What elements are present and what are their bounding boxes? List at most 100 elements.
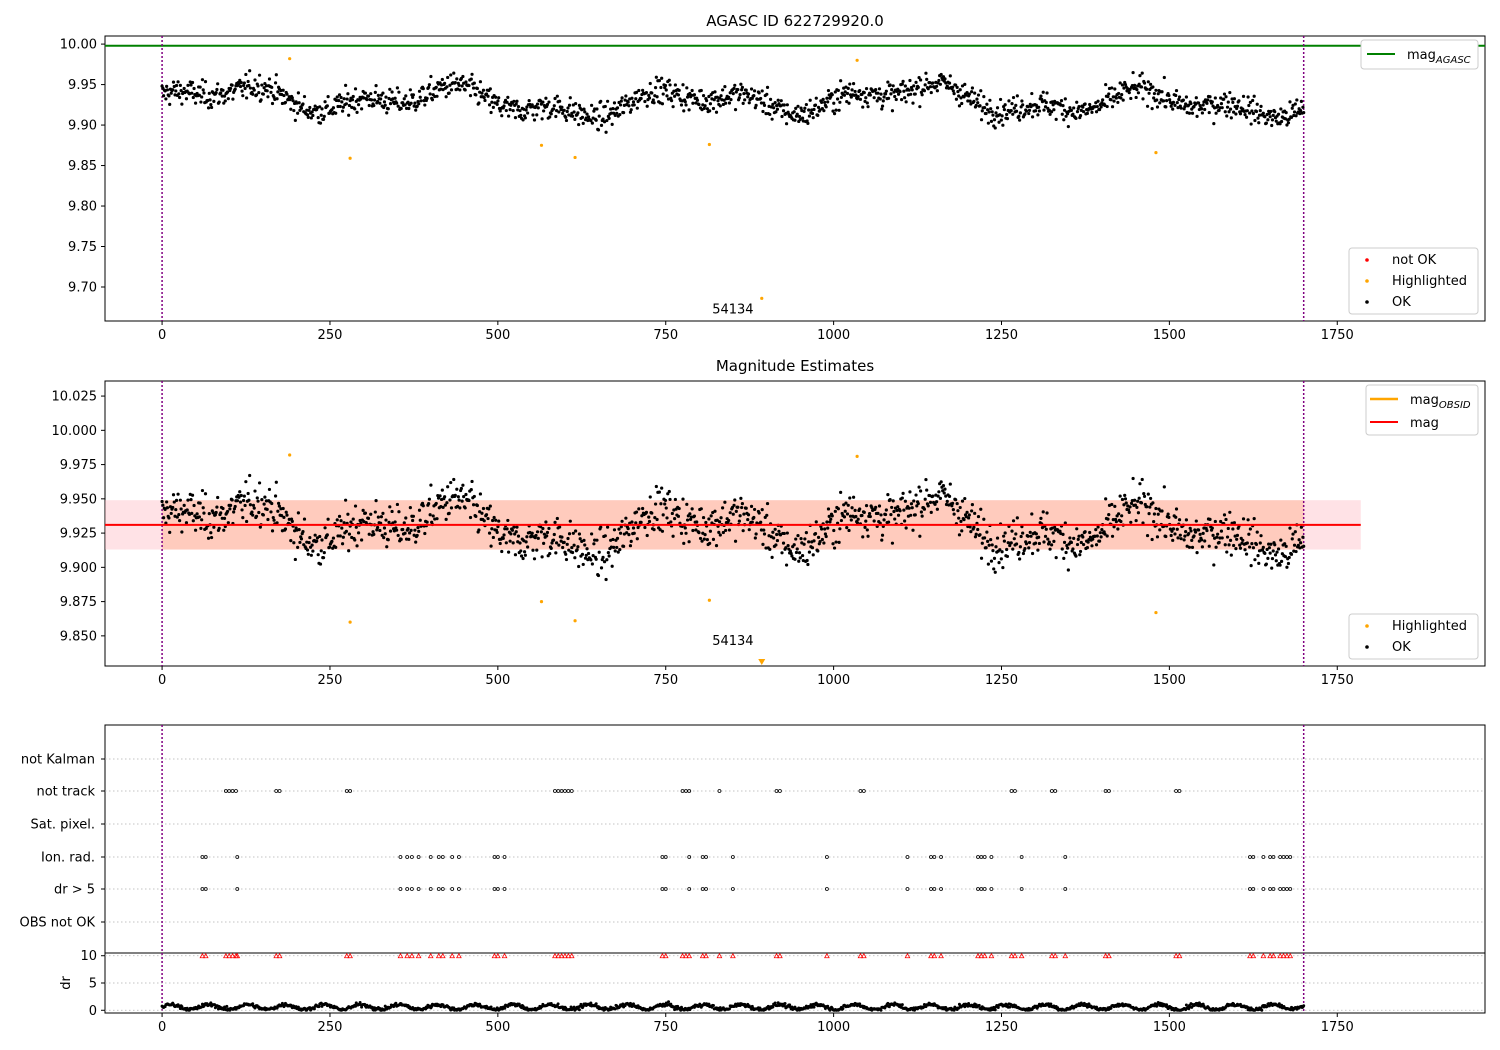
ok-point	[1226, 526, 1230, 531]
ok-point	[1225, 535, 1230, 539]
legend-highlighted-marker	[1365, 279, 1369, 283]
ok-point	[1050, 110, 1054, 114]
ok-point	[802, 109, 806, 114]
dr-point	[1085, 1002, 1089, 1006]
ok-point	[991, 113, 995, 117]
ok-point	[1249, 122, 1253, 126]
ok-point	[1237, 99, 1241, 103]
ok-point	[888, 497, 892, 502]
ok-point	[404, 516, 408, 520]
ok-point	[417, 508, 422, 512]
dr-notok-marker	[1052, 952, 1059, 959]
ok-point	[496, 99, 500, 103]
ok-point	[549, 112, 553, 116]
ok-point	[1090, 544, 1094, 548]
ok-point	[732, 503, 736, 507]
ok-point	[923, 497, 927, 501]
flag-point	[409, 855, 414, 859]
ok-point	[215, 87, 219, 92]
ok-point	[1267, 546, 1272, 550]
ok-point	[1289, 115, 1294, 119]
ok-point	[806, 121, 810, 125]
flag-point	[939, 887, 943, 891]
ok-point	[344, 102, 348, 106]
ok-point	[266, 95, 270, 99]
ok-point	[1268, 551, 1272, 555]
ok-point	[1051, 103, 1055, 107]
ok-point	[1301, 535, 1305, 539]
ok-point	[381, 91, 385, 95]
dr-point	[1302, 1004, 1306, 1008]
flag-point	[1063, 887, 1068, 891]
ok-point	[794, 537, 798, 541]
ok-point	[922, 89, 927, 93]
ok-point	[610, 122, 614, 127]
ok-point	[399, 106, 403, 111]
ok-point	[167, 94, 171, 98]
ok-point	[489, 544, 493, 548]
ok-point	[374, 84, 378, 88]
ok-point	[919, 78, 923, 82]
ok-point	[397, 90, 401, 94]
ok-point	[1001, 123, 1005, 127]
ok-point	[282, 515, 286, 519]
ok-point	[534, 533, 538, 538]
ok-point	[559, 539, 563, 543]
ok-point	[585, 547, 589, 551]
panel3-xtick-label: 1000	[817, 1020, 850, 1035]
ok-point	[1155, 105, 1160, 109]
ok-point	[1187, 545, 1192, 549]
ok-point	[1040, 526, 1045, 530]
ok-point	[498, 541, 502, 546]
ok-point	[436, 496, 441, 500]
ok-point	[165, 506, 170, 510]
ok-point	[1299, 525, 1304, 529]
ok-point	[460, 84, 464, 88]
ok-point	[589, 119, 593, 123]
ok-point	[1302, 110, 1306, 115]
ok-point	[1196, 101, 1201, 105]
ok-point	[760, 507, 764, 512]
ok-point	[694, 528, 698, 532]
ok-point	[728, 91, 732, 95]
ok-point	[347, 113, 351, 117]
ok-point	[248, 86, 253, 90]
ok-point	[634, 97, 638, 101]
ok-point	[542, 532, 546, 536]
ok-point	[1228, 510, 1232, 514]
dr-notok-marker	[777, 952, 783, 959]
ok-point	[544, 520, 548, 524]
ok-point	[1106, 94, 1110, 99]
ok-point	[1117, 91, 1121, 96]
ok-point	[719, 94, 723, 98]
ok-point	[839, 490, 843, 494]
ok-point	[936, 494, 940, 498]
dr-notok-marker	[1012, 952, 1018, 959]
ok-point	[998, 97, 1003, 102]
ok-point	[492, 515, 496, 520]
ok-point	[1065, 546, 1070, 550]
dr-notok-marker	[860, 952, 867, 959]
ok-point	[388, 529, 393, 533]
ok-point	[470, 72, 474, 76]
ok-point	[1253, 558, 1257, 562]
ok-point	[413, 101, 417, 105]
ok-point	[889, 92, 893, 96]
ok-point	[830, 514, 834, 518]
ok-point	[1156, 512, 1160, 516]
ok-point	[355, 110, 359, 114]
ok-point	[486, 94, 490, 98]
ok-point	[923, 83, 927, 87]
ok-point	[179, 507, 183, 511]
ok-point	[770, 117, 774, 121]
ok-point	[1276, 547, 1281, 551]
ok-point	[393, 520, 397, 524]
ok-point	[661, 92, 665, 96]
ok-point	[639, 520, 643, 524]
ok-point	[262, 502, 266, 506]
ok-point	[375, 528, 379, 532]
ok-point	[715, 518, 719, 522]
ok-point	[536, 536, 540, 540]
ok-point	[1098, 531, 1102, 535]
ok-point	[1002, 107, 1006, 112]
